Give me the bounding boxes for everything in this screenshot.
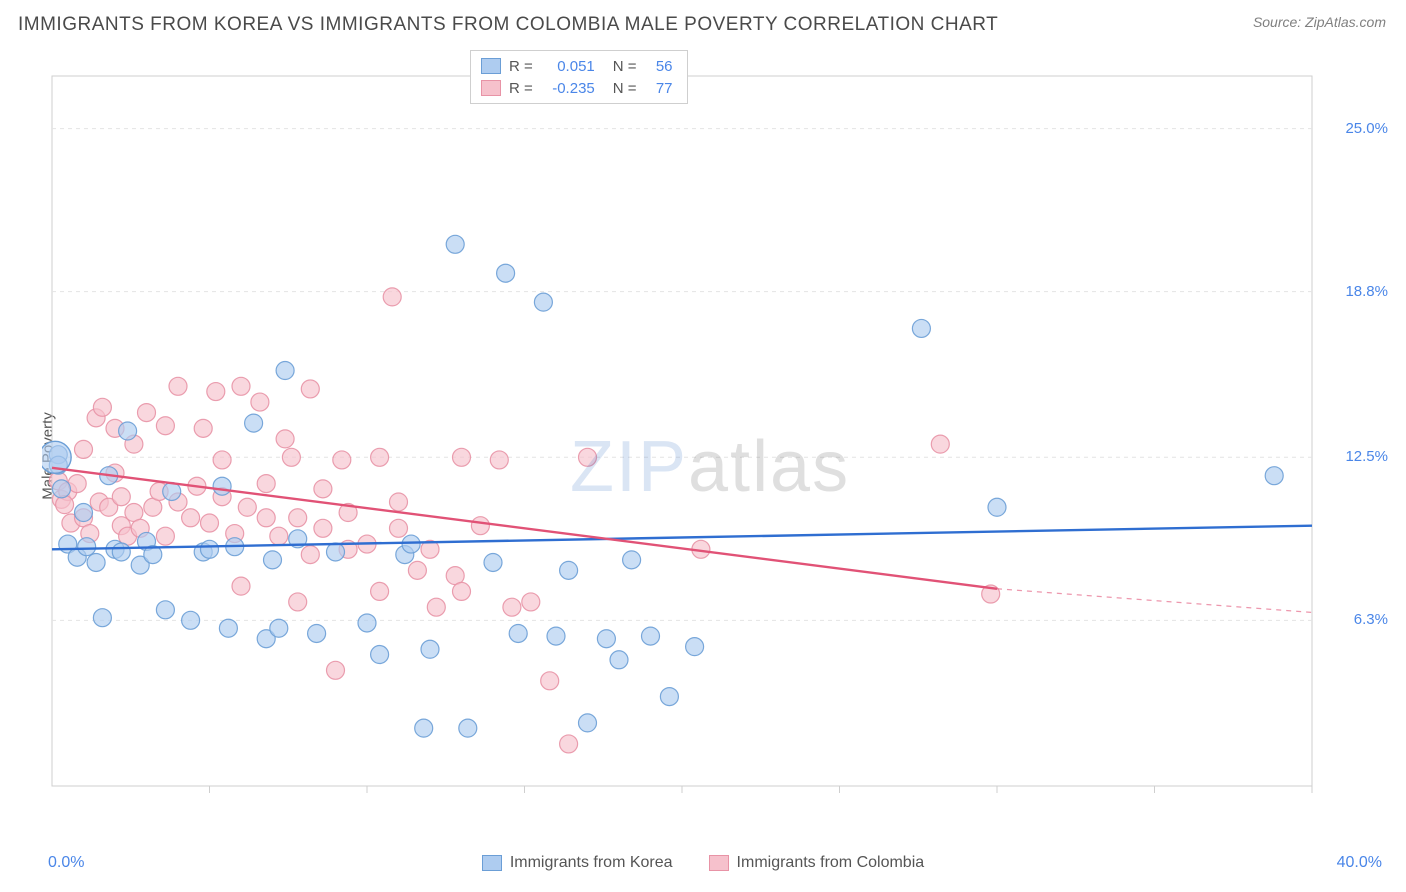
scatter-chart <box>42 46 1372 826</box>
legend-item-colombia: Immigrants from Colombia <box>709 854 925 872</box>
legend-swatch-colombia <box>481 80 501 96</box>
y-tick-label: 12.5% <box>1345 448 1388 465</box>
y-tick-label: 18.8% <box>1345 283 1388 300</box>
y-tick-label: 6.3% <box>1354 611 1388 628</box>
chart-title: IMMIGRANTS FROM KOREA VS IMMIGRANTS FROM… <box>18 14 998 36</box>
r-value-colombia: -0.235 <box>541 80 595 97</box>
series-legend: Immigrants from Korea Immigrants from Co… <box>0 854 1406 872</box>
legend-row-colombia: R = -0.235 N = 77 <box>481 77 673 99</box>
r-label: R = <box>509 58 533 75</box>
n-value-korea: 56 <box>645 58 673 75</box>
legend-swatch-korea <box>481 58 501 74</box>
y-tick-label: 25.0% <box>1345 120 1388 137</box>
r-value-korea: 0.051 <box>541 58 595 75</box>
n-value-colombia: 77 <box>645 80 673 97</box>
legend-label-colombia: Immigrants from Colombia <box>737 854 925 872</box>
source-label: Source: ZipAtlas.com <box>1253 14 1386 30</box>
legend-row-korea: R = 0.051 N = 56 <box>481 55 673 77</box>
correlation-legend: R = 0.051 N = 56 R = -0.235 N = 77 <box>470 50 688 104</box>
n-label: N = <box>613 58 637 75</box>
legend-swatch-icon <box>709 855 729 871</box>
legend-label-korea: Immigrants from Korea <box>510 854 673 872</box>
r-label: R = <box>509 80 533 97</box>
legend-item-korea: Immigrants from Korea <box>482 854 673 872</box>
legend-swatch-icon <box>482 855 502 871</box>
n-label: N = <box>613 80 637 97</box>
plot-area: Male Poverty ZIPatlas R = 0.051 N = 56 R… <box>0 36 1406 876</box>
